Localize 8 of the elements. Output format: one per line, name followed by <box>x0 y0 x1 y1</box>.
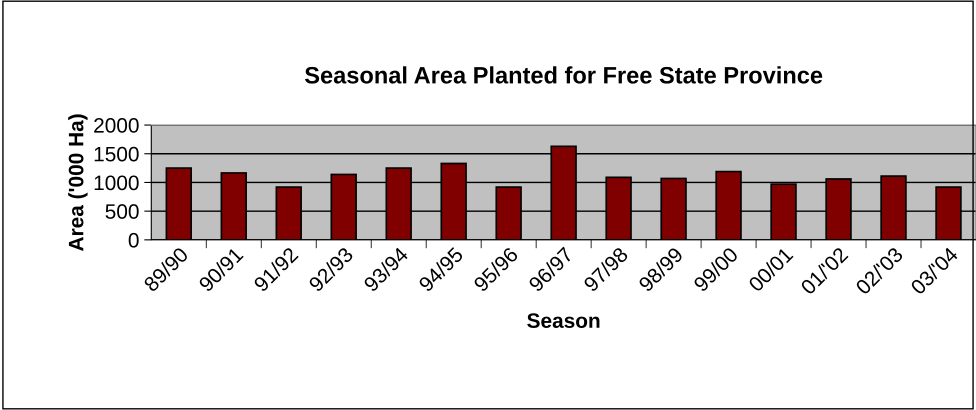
y-tick-label: 2000 <box>94 118 139 133</box>
x-axis-title: Season <box>527 313 600 328</box>
y-tick-label: 1000 <box>94 175 139 190</box>
chart-title: Seasonal Area Planted for Free State Province <box>304 66 822 84</box>
y-tick-label: 500 <box>106 204 139 219</box>
y-tick-label: 0 <box>128 232 139 248</box>
y-axis-title: Area ('000 Ha) <box>68 114 88 251</box>
y-tick-label: 1500 <box>94 146 139 162</box>
